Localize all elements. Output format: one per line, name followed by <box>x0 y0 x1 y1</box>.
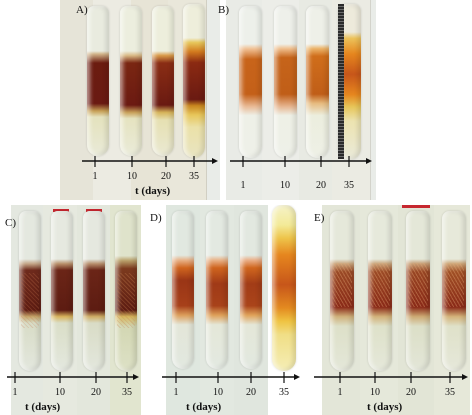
tube-e-day-10 <box>368 211 392 371</box>
panel-e-photo <box>322 205 470 415</box>
tube-b-day-35-label-strip <box>338 4 344 159</box>
tube-c-day-1 <box>19 211 41 371</box>
tube-c-day-10 <box>51 211 73 371</box>
tube-a-day-1 <box>87 6 109 156</box>
tube-d-day-20 <box>240 211 262 369</box>
tube-b-day-20 <box>306 6 329 158</box>
panel-e: E) 1 10 20 35 t (days) <box>310 205 472 415</box>
panel-d-photo <box>166 205 300 415</box>
panel-a-photo <box>60 0 220 200</box>
panel-c-label: C) <box>5 217 16 229</box>
panel-d: D) 1 10 20 35 t (days) <box>150 205 305 415</box>
panel-e-label: E) <box>314 212 325 224</box>
panel-a: A) 1 10 20 35 t (days) <box>60 0 220 200</box>
panel-b-photo <box>226 0 376 200</box>
tube-e-day-20 <box>406 211 430 371</box>
tube-d-day-35 <box>272 205 296 371</box>
panel-b: B) 1 10 20 35 <box>218 0 376 200</box>
tube-c-day-20-cap <box>86 209 102 212</box>
tube-b-day-10 <box>274 6 297 158</box>
tube-c-day-20 <box>83 211 105 371</box>
tube-c-day-35 <box>115 211 137 371</box>
tube-e-day-20-cap <box>402 205 430 208</box>
tube-e-day-1 <box>330 211 354 371</box>
tube-d-day-1 <box>172 211 194 369</box>
panel-b-label: B) <box>218 4 229 16</box>
panel-c-photo <box>11 205 141 415</box>
tube-a-day-35 <box>183 4 205 158</box>
tube-d-day-10 <box>206 211 228 369</box>
tube-a-day-10 <box>120 6 142 156</box>
panel-c: C) 1 10 20 35 t (days) <box>5 205 145 415</box>
tube-a-day-20 <box>152 6 174 156</box>
panel-a-label: A) <box>76 4 88 16</box>
tube-e-day-35 <box>442 211 466 371</box>
tube-b-day-1 <box>239 6 262 158</box>
tube-c-day-10-cap <box>53 209 69 212</box>
panel-d-label: D) <box>150 212 162 224</box>
